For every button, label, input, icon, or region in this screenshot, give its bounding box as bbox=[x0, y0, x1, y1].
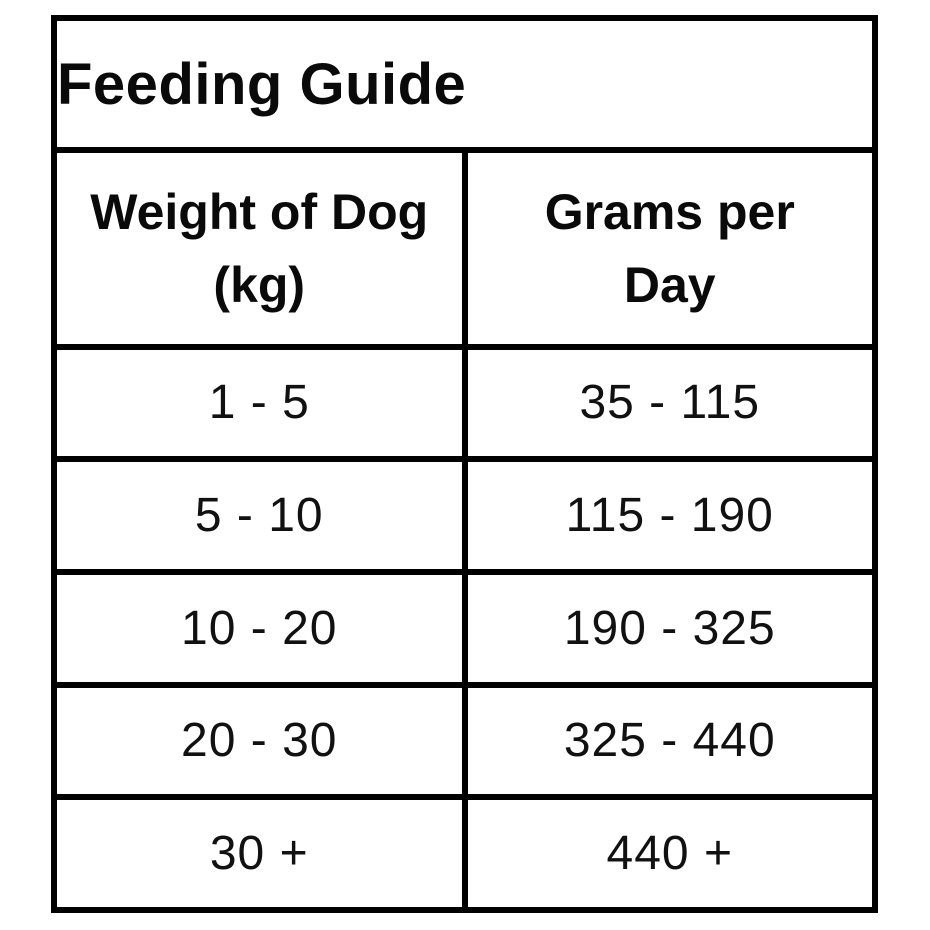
header-row: Weight of Dog (kg) Grams per Day bbox=[51, 147, 878, 350]
weight-range-cell: 20 - 30 bbox=[51, 681, 468, 801]
weight-range-cell: 30 + bbox=[51, 794, 468, 913]
grams-range-cell: 325 - 440 bbox=[461, 681, 878, 801]
grams-range-cell: 190 - 325 bbox=[461, 568, 878, 688]
weight-range-cell: 1 - 5 bbox=[51, 343, 468, 463]
column-header-weight: Weight of Dog (kg) bbox=[51, 147, 468, 350]
grams-range-cell: 440 + bbox=[461, 794, 878, 913]
table-row: 1 - 5 35 - 115 bbox=[51, 343, 878, 463]
table-title: Feeding Guide bbox=[51, 14, 878, 154]
column-header-grams: Grams per Day bbox=[461, 147, 878, 350]
table-row: 5 - 10 115 - 190 bbox=[51, 456, 878, 575]
grams-range-cell: 35 - 115 bbox=[461, 343, 878, 463]
table-row: 30 + 440 + bbox=[51, 794, 878, 913]
table-row: 20 - 30 325 - 440 bbox=[51, 681, 878, 801]
grams-range-cell: 115 - 190 bbox=[461, 456, 878, 575]
weight-range-cell: 5 - 10 bbox=[51, 456, 468, 575]
table-row: 10 - 20 190 - 325 bbox=[51, 568, 878, 688]
weight-range-cell: 10 - 20 bbox=[51, 568, 468, 688]
title-row: Feeding Guide bbox=[51, 14, 878, 154]
feeding-guide-table: Feeding Guide Weight of Dog (kg) Grams p… bbox=[51, 14, 878, 913]
